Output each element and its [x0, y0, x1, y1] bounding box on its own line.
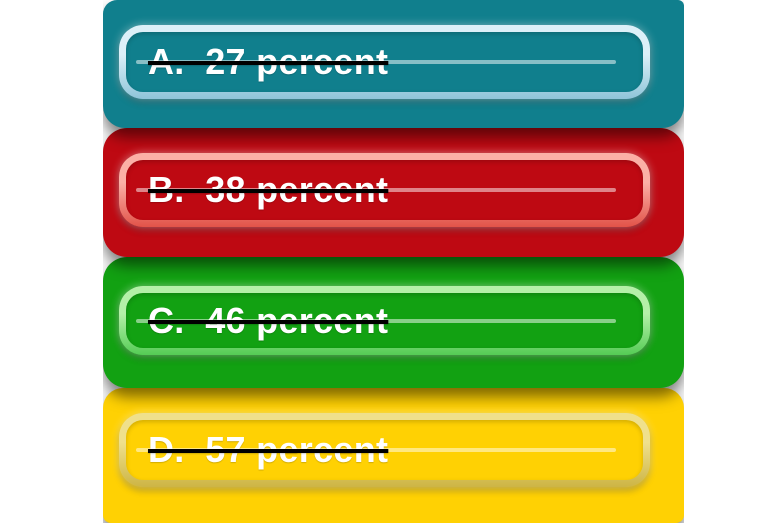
answer-text-c: C. 46 percent [148, 299, 389, 341]
answer-button-b-inner: B. 38 percent [126, 160, 643, 220]
answer-band-a: A. 27 percent [103, 0, 684, 128]
answer-band-d: D. 57 percent [103, 388, 684, 523]
answer-text-d: D. 57 percent [148, 429, 389, 470]
answer-band-b: B. 38 percent [103, 128, 684, 257]
answer-list: A. 27 percent B. 38 percent C. 46 percen… [103, 0, 684, 523]
answer-button-a[interactable]: A. 27 percent [119, 25, 650, 99]
answer-button-a-inner: A. 27 percent [126, 32, 643, 92]
answer-guide-line [136, 318, 616, 323]
answer-button-c[interactable]: C. 46 percent [119, 286, 650, 355]
answer-button-d[interactable]: D. 57 percent [119, 413, 650, 487]
answer-button-b[interactable]: B. 38 percent [119, 153, 650, 227]
answer-guide-line [136, 60, 616, 64]
answer-button-d-inner: D. 57 percent [126, 420, 643, 480]
answer-guide-line [136, 448, 616, 452]
answer-text-a: A. 27 percent [148, 41, 389, 82]
answer-guide-line [136, 188, 616, 192]
answer-button-c-inner: C. 46 percent [126, 293, 643, 348]
answer-text-b: B. 38 percent [148, 169, 389, 210]
answer-band-c: C. 46 percent [103, 257, 684, 388]
